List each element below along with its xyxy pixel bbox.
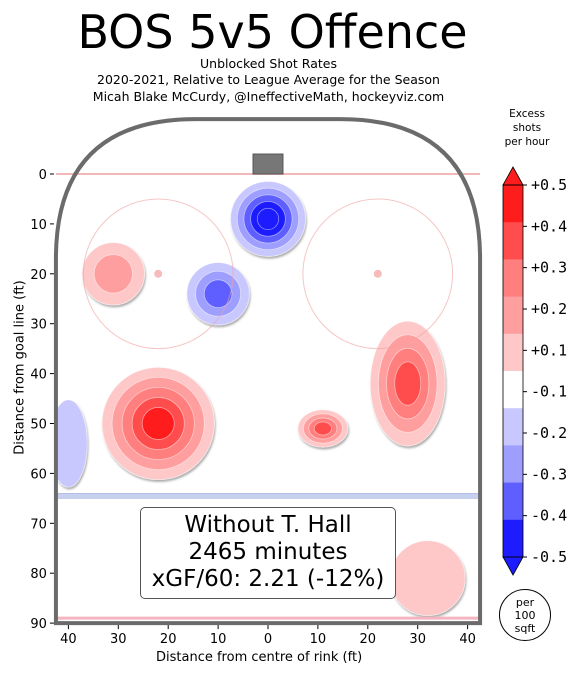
heat-region-left-circle-blue (186, 262, 250, 326)
contour-band (394, 361, 422, 406)
info-box: Without T. Hall 2465 minutes xGF/60: 2.2… (140, 507, 396, 599)
x-tick-label: 20 (360, 632, 377, 647)
heat-region-left-boards-blue (55, 399, 88, 488)
x-tick-label: 10 (310, 632, 327, 647)
colorbar-tick-label: +0.1 (531, 341, 567, 359)
faceoff-dot (373, 269, 382, 278)
colorbar-tick-label: +0.2 (531, 300, 567, 318)
colorbar-tick-label: +0.3 (531, 259, 567, 277)
y-tick-label: 90 (30, 617, 47, 632)
colorbar-tick-label: -0.1 (531, 383, 567, 401)
colorbar-swatch (503, 482, 523, 521)
rink-boards (53, 117, 483, 626)
colorbar: +0.5 +0.4 +0.3 +0.2 +0.1 -0.1 -0.2 -0.3 -0.4 -0.5 (502, 166, 567, 576)
unit-line-2: 100 (514, 608, 536, 622)
heat-region-left-point-red (101, 366, 215, 481)
contour-band (55, 399, 88, 488)
colorbar-swatch (503, 259, 523, 298)
heat-region-neutral-right-pink (389, 540, 466, 617)
colorbar-tick-label: -0.5 (531, 548, 567, 566)
info-line-1: Without T. Hall (184, 512, 352, 538)
x-tick-label: 20 (160, 632, 177, 647)
x-tick-label: 40 (459, 632, 476, 647)
x-tick-label: 10 (210, 632, 227, 647)
y-axis-label: Distance from goal line (ft) (12, 280, 28, 455)
y-tick-label: 10 (30, 218, 47, 233)
y-tick-label: 20 (30, 268, 47, 283)
y-tick-label: 60 (30, 467, 47, 482)
colorbar-swatch (503, 408, 523, 446)
colorbar-frame (502, 184, 524, 558)
unit-circle: per 100 sqft (499, 589, 551, 641)
info-line-2: 2465 minutes (188, 539, 348, 565)
colorbar-swatch (503, 185, 523, 223)
x-axis-label: Distance from centre of rink (ft) (156, 650, 363, 665)
x-tick-label: 40 (60, 632, 77, 647)
blue-line (55, 493, 481, 499)
colorbar-tick-label: -0.2 (531, 424, 567, 442)
x-tick-label: 0 (264, 632, 272, 647)
rink-lines (53, 117, 483, 626)
unit-line-1: per (515, 595, 535, 609)
right-faceoff-circle (302, 198, 454, 350)
colorbar-swatch (503, 222, 523, 260)
y-tick-label: 50 (30, 418, 47, 433)
chart-subtitle-line-2: 2020-2021, Relative to League Average fo… (97, 72, 440, 87)
goal-net (252, 153, 284, 175)
chart-subtitle-line-1: Unblocked Shot Rates (200, 56, 337, 71)
contour-band (93, 254, 133, 294)
chart-subtitle-line-3: Micah Blake McCurdy, @IneffectiveMath, h… (92, 89, 445, 104)
colorbar-tick-label: +0.5 (531, 176, 567, 194)
heat-region-right-high-red (297, 409, 349, 448)
contour-band (203, 279, 233, 309)
colorbar-swatch (503, 296, 523, 335)
heat-region-right-circle-red (369, 320, 446, 447)
colorbar-label-line-3: per hour (504, 136, 550, 148)
y-tick-label: 0 (39, 168, 47, 183)
colorbar-tick-label: -0.4 (531, 507, 567, 525)
contour-band (141, 407, 175, 440)
y-tick-label: 80 (30, 567, 47, 582)
faceoff-dot (154, 269, 163, 278)
y-tick-label: 70 (30, 517, 47, 532)
colorbar-label-line-2: shots (512, 122, 542, 134)
colorbar-swatch (503, 371, 523, 409)
unit-line-3: sqft (514, 621, 536, 635)
left-faceoff-circle (82, 198, 234, 350)
x-tick-label: 30 (110, 632, 127, 647)
colorbar-tick-label: +0.4 (531, 217, 567, 235)
contour-band (389, 540, 466, 617)
heatmap-layer (55, 181, 466, 617)
colorbar-extend-top (502, 166, 524, 186)
x-tick-label: 30 (409, 632, 426, 647)
axes: 40 30 20 10 0 10 20 30 40 0 10 20 30 40 50 60 70 80 90 (30, 168, 475, 647)
colorbar-swatch (503, 519, 523, 558)
colorbar-tick-label: -0.3 (531, 465, 567, 483)
heat-region-slot-blue-core (230, 181, 306, 257)
contour-band (256, 207, 280, 231)
info-line-3: xGF/60: 2.21 (-12%) (151, 566, 385, 592)
y-tick-label: 30 (30, 318, 47, 333)
y-tick-label: 40 (30, 368, 47, 383)
contour-band (313, 421, 332, 436)
colorbar-swatch (503, 445, 523, 484)
colorbar-extend-bottom (502, 556, 524, 576)
colorbar-swatch (503, 333, 523, 372)
heat-region-left-faceoff-pink (81, 242, 145, 306)
colorbar-label-line-1: Excess (509, 108, 545, 120)
chart-title: BOS 5v5 Offence (77, 5, 468, 59)
